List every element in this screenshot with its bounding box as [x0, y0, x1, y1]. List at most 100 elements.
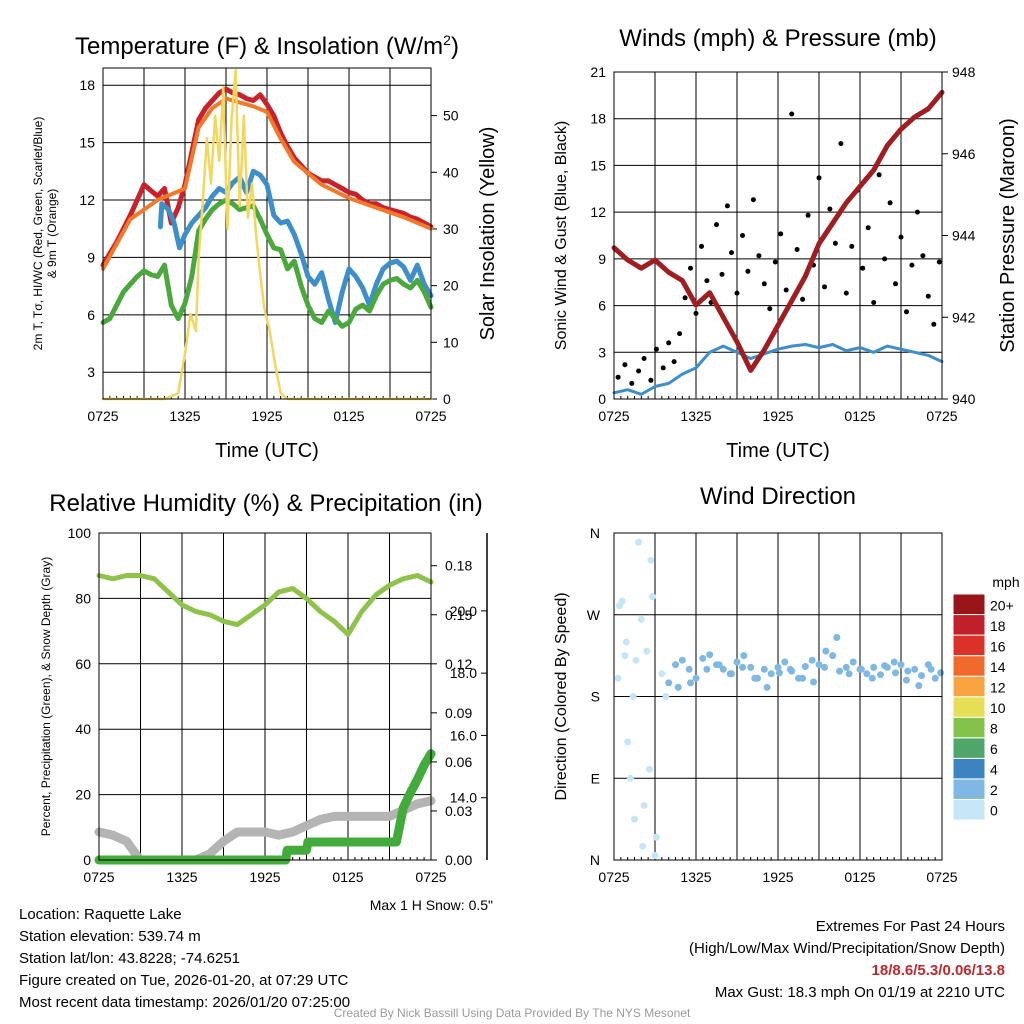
wind-series-gust	[653, 346, 659, 352]
dir-point	[733, 658, 741, 666]
dir-point	[918, 672, 925, 680]
temp-right-tick-label: 10	[443, 334, 459, 350]
rh-precip-tick-label: 0.00	[445, 852, 472, 868]
wind-series-gust	[816, 175, 822, 181]
wind-series-gust	[914, 209, 920, 215]
dir-point	[808, 656, 816, 664]
wind-x-tick-label: 0125	[844, 408, 875, 424]
rh-x-tick-label: 0725	[83, 869, 114, 885]
wind-series-gust	[729, 250, 734, 256]
dir-point	[651, 852, 659, 859]
dir-x-tick-label: 0725	[926, 869, 957, 885]
rh-y-tick-label: 100	[68, 525, 92, 541]
wind-series-gust	[622, 362, 628, 368]
dir-point	[815, 661, 823, 669]
wind-series-gust	[688, 265, 693, 271]
wind-series-gust	[714, 222, 719, 228]
wind-series-pressure	[611, 89, 945, 373]
temp-title-sup: 2	[443, 32, 451, 48]
wind-series-gust	[865, 225, 871, 231]
dir-point	[665, 679, 673, 687]
dir-point	[833, 634, 841, 641]
wind-series-gust	[893, 281, 898, 287]
dir-point	[870, 663, 878, 671]
wind-series-gust	[778, 231, 784, 237]
dir-point	[786, 665, 794, 673]
temp-y-axis-label-line1: 2m T, Tσ, HI/WC (Red, Green, Scarlet/Blu…	[31, 117, 45, 351]
temp-x-axis-label: Time (UTC)	[215, 440, 319, 462]
wind-series-gust	[936, 259, 942, 265]
temp-y-tick-label: 3	[87, 364, 95, 380]
dir-point	[662, 693, 670, 700]
dir-point	[863, 670, 871, 678]
dir-x-tick-label: 1925	[762, 869, 793, 885]
wind-series-gust	[660, 365, 666, 371]
dir-point	[739, 663, 746, 671]
wind-series-gust	[666, 340, 672, 346]
rh-frame	[98, 532, 432, 861]
dir-point	[706, 651, 714, 659]
dir-point	[626, 774, 634, 782]
dir-point	[763, 683, 771, 691]
wind-series-gust	[789, 111, 795, 117]
wind-series-gust	[772, 259, 778, 265]
wind-series-gust	[767, 306, 773, 312]
temp-y-tick-label: 9	[87, 249, 95, 265]
dir-point	[868, 674, 876, 682]
dir-point	[616, 602, 623, 610]
wind-x-tick-label: 0725	[926, 408, 957, 424]
dir-point	[672, 661, 679, 669]
colorbar-label: 0	[990, 803, 998, 819]
colorbar-swatch	[952, 798, 986, 821]
temp-series-hi-wc	[157, 168, 434, 325]
temp-right-tick-label: 0	[443, 391, 451, 407]
dir-title: Wind Direction	[700, 483, 856, 510]
extremes-values: 18/8.6/5.3/0.06/13.8	[871, 962, 1005, 979]
rh-y-tick-label: 20	[75, 787, 91, 803]
temp-y-tick-label: 12	[79, 192, 95, 208]
dir-y-tick-label: E	[591, 770, 600, 786]
dir-point	[639, 842, 647, 850]
dir-point	[631, 815, 638, 823]
dir-point	[652, 833, 660, 841]
wind-series-gust	[641, 356, 647, 361]
latlon-text: Station lat/lon: 43.8228; -74.6251	[19, 950, 241, 967]
colorbar-unit: mph	[992, 574, 1019, 590]
dir-point	[775, 669, 783, 677]
rh-precip-tick-label: 0.06	[445, 754, 472, 770]
recent-data-text: Most recent data timestamp: 2026/01/20 0…	[19, 994, 351, 1011]
wind-series-gust	[693, 310, 699, 316]
colorbar-label: 6	[990, 741, 998, 757]
wind-series-gust	[887, 200, 893, 206]
colorbar-label: 18	[990, 618, 1006, 634]
rh-precip-tick-label: 0.09	[445, 705, 472, 721]
extremes-panel: Extremes For Past 24 Hours (High/Low/Max…	[689, 916, 1005, 1004]
dir-point	[857, 665, 865, 673]
wind-series-gust	[677, 331, 683, 337]
rh-x-tick-label: 0725	[415, 869, 446, 885]
wind-series-gust	[629, 380, 635, 386]
wind-series-gust	[898, 234, 904, 240]
dir-point	[911, 665, 919, 673]
dir-point	[643, 647, 651, 655]
dir-point	[703, 665, 711, 673]
colorbar-label: 2	[990, 782, 998, 798]
dir-point	[822, 647, 830, 655]
station-info: Location: Raquette Lake Station elevatio…	[19, 904, 350, 1014]
dir-point	[760, 665, 768, 673]
colorbar-swatch	[952, 655, 986, 677]
temp-y-tick-label: 6	[87, 307, 95, 323]
rh-title: Relative Humidity (%) & Precipitation (i…	[49, 490, 482, 517]
wind-y-tick-label: 6	[598, 298, 606, 314]
wind-series-gust	[724, 203, 730, 209]
wind-right-axis-label: Station Pressure (Maroon)	[997, 118, 1019, 353]
dir-point	[877, 671, 884, 679]
dir-point	[781, 658, 789, 666]
temp-right-tick-label: 40	[443, 164, 459, 180]
colorbar-swatch	[952, 696, 986, 718]
wind-right-tick-label: 940	[952, 391, 976, 407]
created-text: Figure created on Tue, 2026-01-20, at 07…	[19, 972, 349, 989]
colorbar-swatch	[952, 757, 986, 780]
dir-point	[751, 674, 759, 682]
temp-x-tick-label: 0725	[415, 408, 446, 424]
